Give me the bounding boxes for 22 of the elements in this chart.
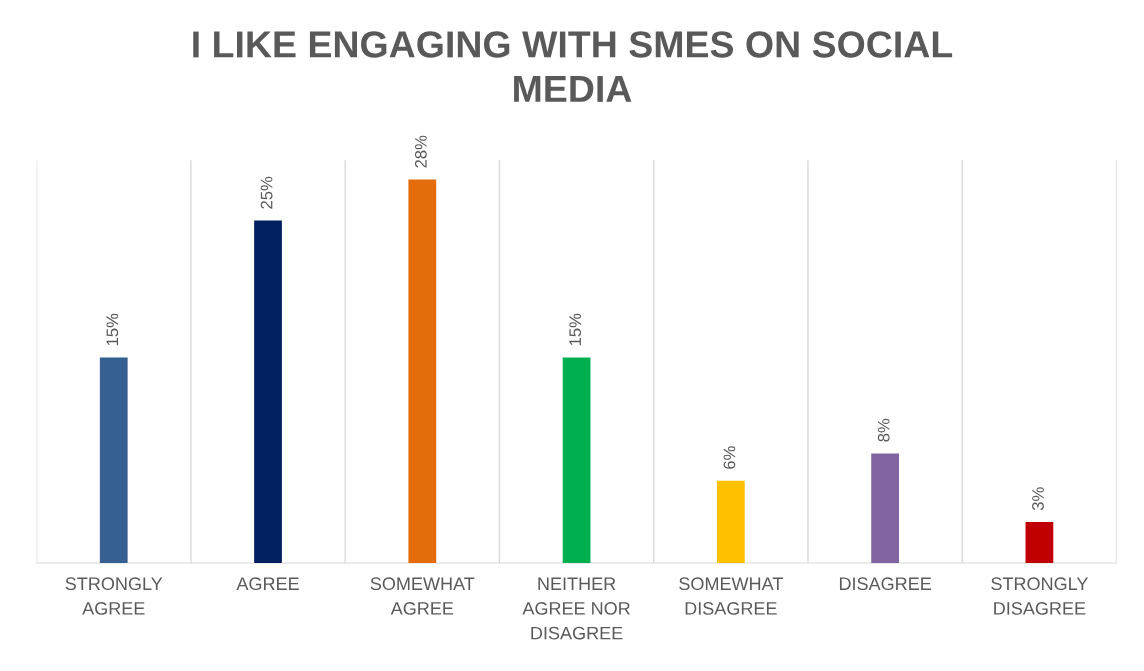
data-label: 25%	[260, 176, 273, 209]
data-label: 15%	[569, 313, 582, 346]
x-tick-label: STRONGLY DISAGREE	[991, 577, 1088, 615]
x-tick-label: SOMEWHAT DISAGREE	[679, 577, 783, 615]
bar	[716, 480, 745, 563]
x-tick-label: SOMEWHAT AGREE	[370, 577, 475, 615]
x-tick-label: AGREE	[236, 577, 299, 591]
data-label: 6%	[723, 446, 736, 469]
chart-title: I LIKE ENGAGING WITH SMES ON SOCIAL MEDIA	[193, 31, 953, 102]
data-label: 8%	[877, 418, 890, 442]
bar	[871, 453, 900, 563]
data-label: 15%	[106, 313, 119, 346]
bar	[99, 357, 128, 563]
x-tick-label: DISAGREE	[839, 577, 932, 591]
bar	[562, 357, 591, 563]
x-tick-label: NEITHER AGREE NOR DISAGREE	[522, 577, 630, 640]
bar	[1025, 521, 1054, 563]
x-tick-label: STRONGLY AGREE	[65, 577, 163, 615]
data-label: 3%	[1032, 487, 1044, 511]
data-label: 28%	[414, 135, 427, 168]
bar	[254, 220, 282, 563]
bar	[408, 179, 437, 563]
